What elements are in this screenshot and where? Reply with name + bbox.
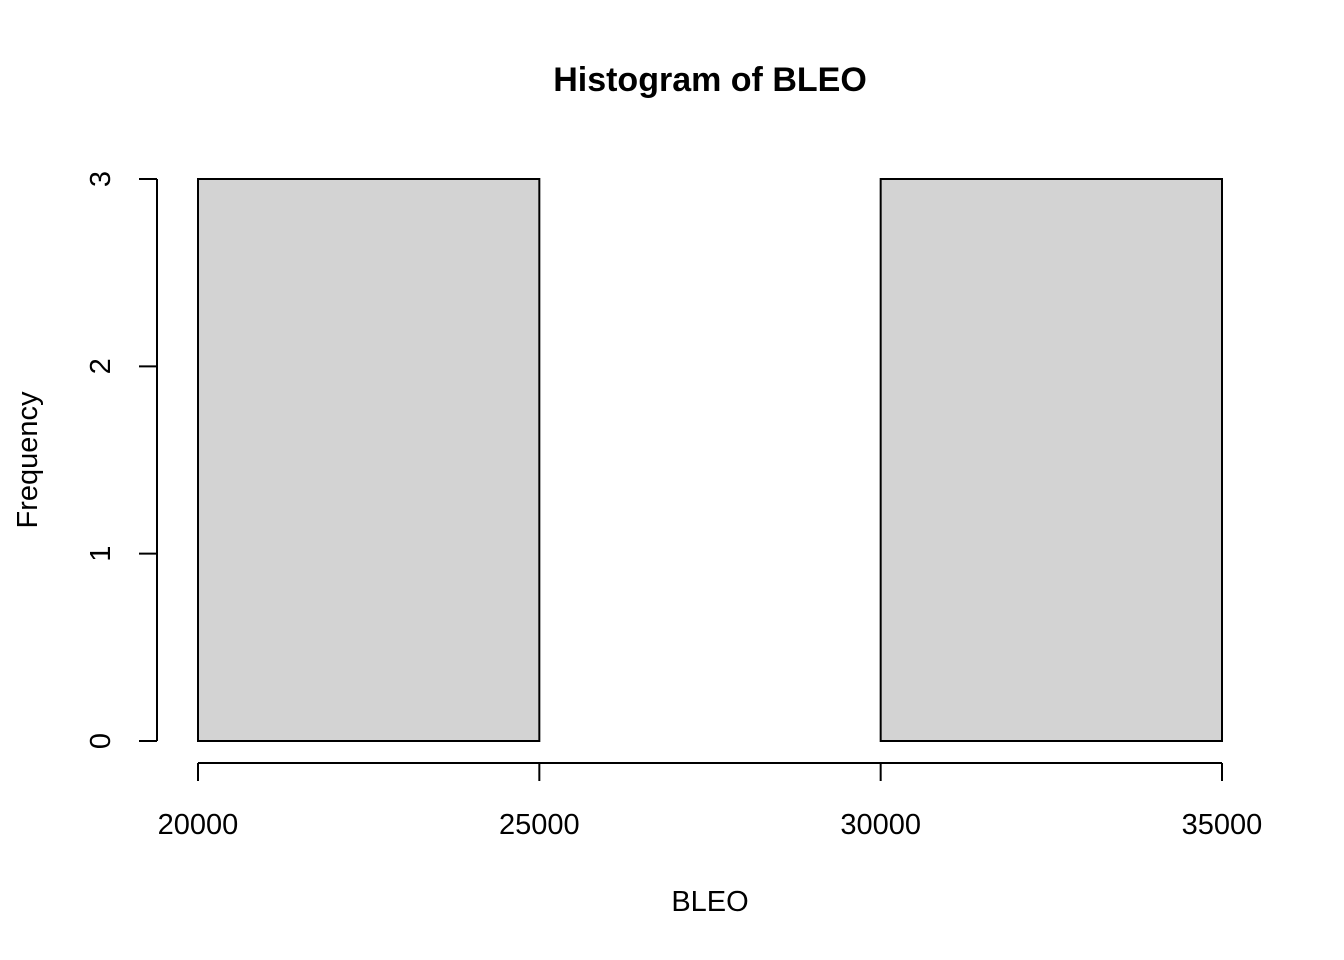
- x-tick-label: 25000: [499, 809, 580, 841]
- y-tick-label: 1: [85, 546, 117, 562]
- histogram-bar: [197, 178, 541, 742]
- y-tick-label: 0: [85, 733, 117, 749]
- chart-title: Histogram of BLEO: [553, 61, 867, 99]
- x-tick-label: 20000: [158, 809, 239, 841]
- y-axis: 0 1 2 3: [85, 171, 158, 749]
- x-tick-label: 30000: [840, 809, 921, 841]
- y-axis-label: Frequency: [12, 391, 44, 529]
- histogram-bar: [879, 178, 1224, 742]
- x-axis-label: BLEO: [671, 886, 748, 918]
- y-tick-label: 3: [85, 171, 117, 187]
- histogram-bars: [197, 178, 1224, 742]
- y-tick-label: 2: [85, 358, 117, 374]
- x-tick-label: 35000: [1182, 809, 1263, 841]
- x-axis: 20000 25000 30000 35000: [158, 762, 1263, 841]
